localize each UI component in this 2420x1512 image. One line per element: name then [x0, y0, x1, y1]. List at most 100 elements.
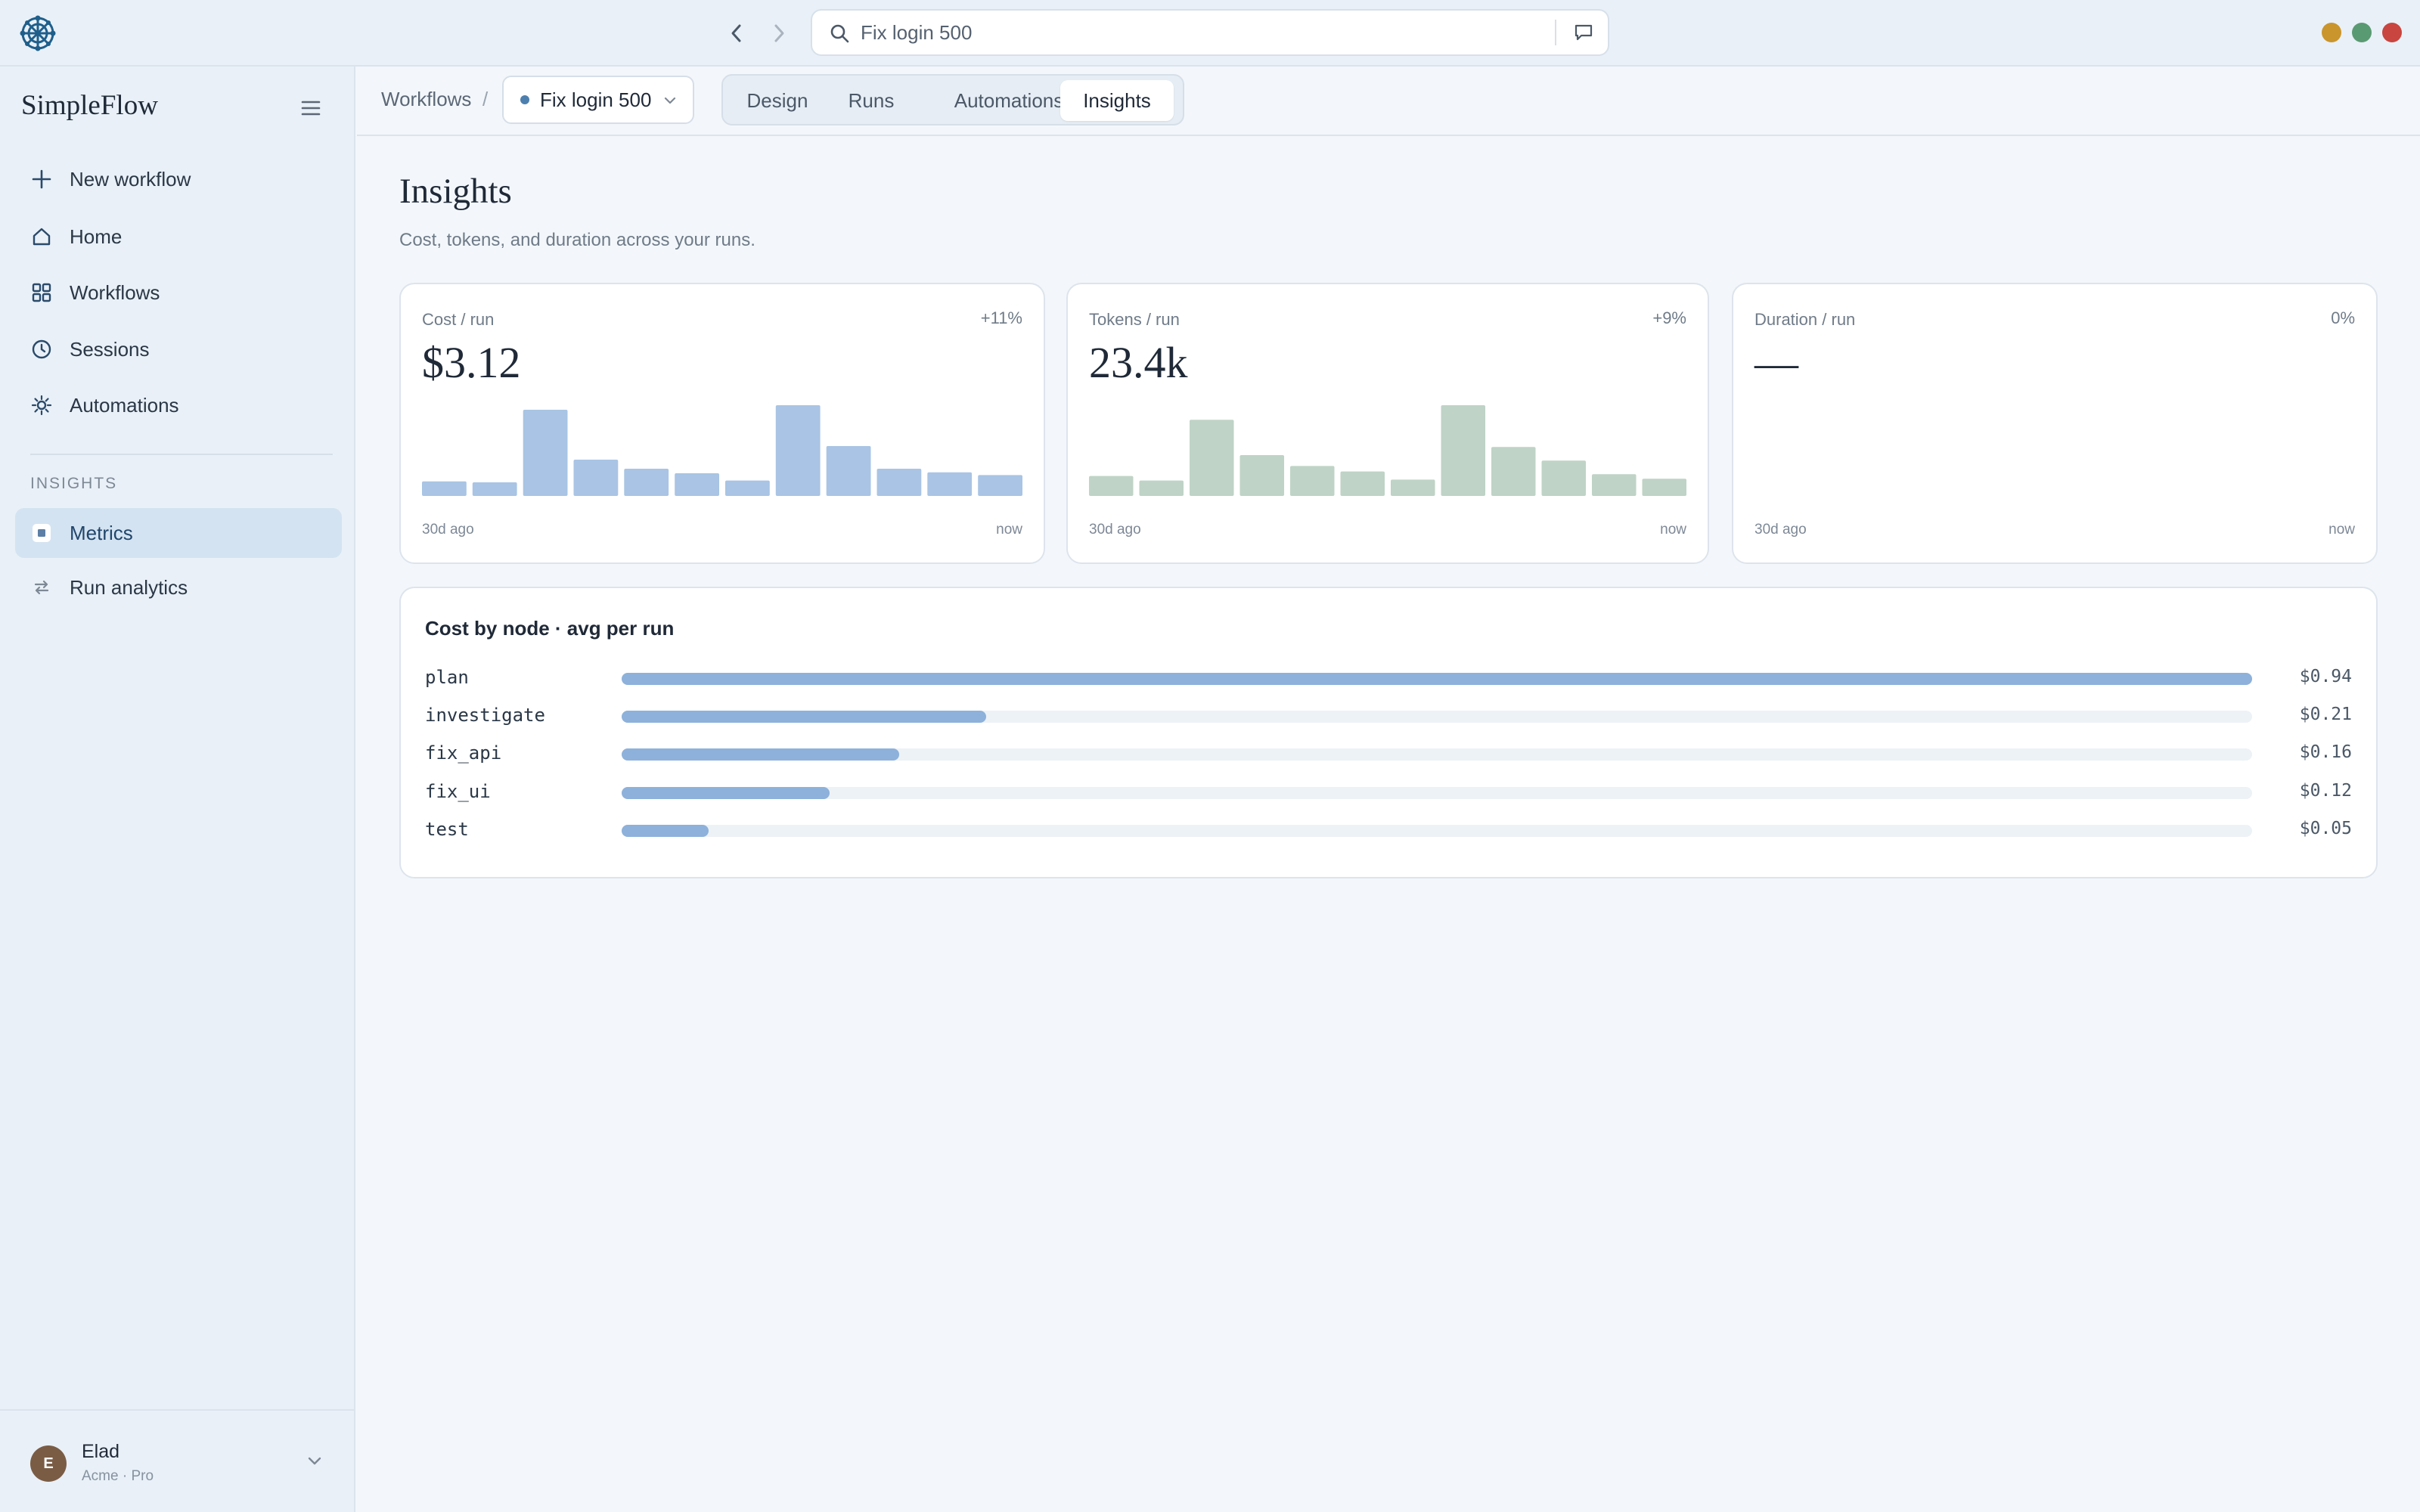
spark-bar [1340, 471, 1385, 496]
tab-insights[interactable]: Insights [1060, 80, 1174, 121]
node-name: test [425, 819, 469, 840]
search-input[interactable]: Fix login 500 [861, 21, 973, 44]
breadcrumb-separator: / [482, 88, 489, 110]
chat-button[interactable] [1567, 17, 1600, 48]
node-bar-track [622, 825, 2252, 837]
tab-runs[interactable]: Runs [848, 89, 895, 112]
spark-bar [573, 460, 619, 496]
sidebar-item-workflows[interactable]: Workflows [15, 268, 342, 318]
axis-end-label: now [996, 522, 1022, 538]
search-bar[interactable]: Fix login 500 [811, 9, 1609, 56]
cost-sparkline-chart [422, 405, 1022, 496]
user-footer[interactable]: E Elad Acme · Pro [0, 1409, 354, 1512]
spark-bar [472, 482, 517, 496]
node-bar-track [622, 711, 2252, 723]
node-row: plan $0.94 [401, 664, 2376, 694]
spark-bar [927, 472, 973, 496]
node-row: investigate $0.21 [401, 702, 2376, 732]
metric-card-tokens: Tokens / run +9% 23.4k 30d ago now [1066, 283, 1709, 564]
spark-bar [523, 410, 568, 496]
axis-start-label: 30d ago [422, 522, 474, 538]
sidebar-item-label: Workflows [70, 280, 160, 304]
menu-icon[interactable] [298, 97, 324, 119]
sidebar: SimpleFlow New workflow Home Workflows S… [0, 67, 355, 1512]
tokens-sparkline-chart [1089, 405, 1686, 496]
brand-name: SimpleFlow [21, 90, 158, 121]
tab-design[interactable]: Design [746, 89, 808, 112]
window-minimize-button[interactable] [2322, 23, 2341, 42]
sidebar-item-label: New workflow [70, 167, 191, 191]
sidebar-divider [30, 454, 333, 455]
node-cost-value: $0.94 [2299, 667, 2352, 686]
metrics-icon [29, 520, 54, 546]
spark-bar [1541, 460, 1586, 496]
sidebar-item-home[interactable]: Home [15, 212, 342, 262]
spark-bar [1239, 455, 1284, 496]
sidebar-item-metrics[interactable]: Metrics [15, 508, 342, 558]
sidebar-item-automations[interactable]: Automations [15, 380, 342, 430]
workflow-selector[interactable]: Fix login 500 [502, 76, 694, 124]
metric-change: +9% [1652, 308, 1686, 327]
chevron-down-icon[interactable] [306, 1453, 324, 1468]
axis-start-label: 30d ago [1754, 522, 1807, 538]
metric-value: — [1754, 338, 1798, 387]
node-bar-fill [622, 787, 830, 799]
avatar[interactable]: E [30, 1445, 67, 1482]
node-bar-track [622, 673, 2252, 685]
spark-bar [876, 469, 922, 496]
node-row: test $0.05 [401, 816, 2376, 846]
chevron-down-icon [664, 97, 676, 104]
app-logo-icon[interactable] [17, 14, 59, 53]
plus-icon [29, 166, 54, 192]
spark-bar [1642, 479, 1686, 496]
axis-start-label: 30d ago [1089, 522, 1141, 538]
node-bar-fill [622, 711, 986, 723]
chevron-left-icon [731, 24, 741, 42]
node-bar-track [622, 748, 2252, 761]
window-close-button[interactable] [2382, 23, 2402, 42]
metric-value: $3.12 [422, 338, 521, 387]
title-bar: Fix login 500 [0, 0, 2420, 67]
sidebar-item-label: Automations [70, 393, 179, 417]
sidebar-item-sessions[interactable]: Sessions [15, 324, 342, 374]
node-bar-fill [622, 825, 709, 837]
breadcrumb-workflows[interactable]: Workflows [381, 88, 472, 110]
node-cost-value: $0.05 [2299, 819, 2352, 838]
sidebar-item-label: Sessions [70, 337, 150, 361]
node-bar-fill [622, 748, 899, 761]
page-subtitle: Cost, tokens, and duration across your r… [399, 230, 755, 250]
home-icon [29, 224, 54, 249]
sidebar-item-label: Run analytics [70, 575, 188, 599]
axis-end-label: now [2328, 522, 2355, 538]
metric-card-cost: Cost / run +11% $3.12 30d ago now [399, 283, 1045, 564]
metric-label: Tokens / run [1089, 310, 1180, 329]
spark-bar [422, 481, 467, 496]
workflow-toolbar: Workflows / Fix login 500 Design Runs Au… [357, 67, 2420, 136]
forward-button[interactable] [765, 20, 793, 47]
node-name: fix_api [425, 742, 502, 764]
grid-icon [29, 280, 54, 305]
duration-sparkline-chart [1754, 405, 2355, 496]
spark-bar [1391, 479, 1435, 496]
spark-bar [775, 405, 821, 496]
sidebar-item-new-workflow[interactable]: New workflow [15, 154, 342, 204]
axis-end-label: now [1660, 522, 1686, 538]
spark-bar [675, 473, 719, 496]
workflow-status-dot [520, 95, 529, 104]
node-cost-value: $0.21 [2299, 705, 2352, 724]
tab-automations[interactable]: Automations [954, 89, 1064, 112]
spark-bar [1491, 447, 1536, 496]
metric-change: +11% [980, 308, 1022, 327]
sidebar-item-label: Home [70, 225, 123, 248]
spark-bar [1139, 480, 1184, 496]
node-name: fix_ui [425, 781, 491, 802]
window-maximize-button[interactable] [2352, 23, 2372, 42]
chevron-right-icon [774, 24, 784, 42]
metric-change: 0% [2331, 308, 2355, 327]
spark-bar [1089, 476, 1134, 496]
node-bar-fill [622, 673, 2252, 685]
sidebar-item-run-analytics[interactable]: Run analytics [15, 562, 342, 612]
node-name: plan [425, 667, 469, 688]
back-button[interactable] [723, 20, 750, 47]
node-row: fix_api $0.16 [401, 739, 2376, 770]
